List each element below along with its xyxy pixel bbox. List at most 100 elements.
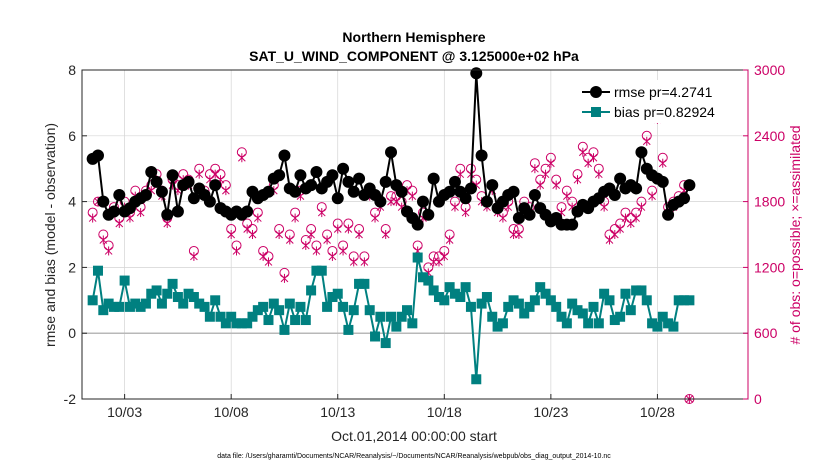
assimilated-obs-marker bbox=[578, 147, 587, 157]
bias-point bbox=[476, 298, 487, 309]
assimilated-obs-marker bbox=[136, 208, 145, 218]
assimilated-obs-marker bbox=[317, 208, 326, 218]
bias-point bbox=[508, 295, 519, 306]
assimilated-obs-marker bbox=[562, 191, 571, 201]
assimilated-obs-marker bbox=[291, 213, 299, 223]
bias-point bbox=[220, 318, 231, 329]
bias-point bbox=[535, 282, 546, 293]
bias-point bbox=[433, 292, 444, 303]
rmse-point bbox=[209, 179, 222, 192]
assimilated-obs-marker bbox=[328, 251, 337, 261]
rmse-point bbox=[289, 185, 302, 198]
bias-point bbox=[284, 298, 295, 309]
bias-point bbox=[140, 298, 151, 309]
bias-point bbox=[513, 298, 524, 309]
bias-point bbox=[204, 311, 215, 322]
rmse-point bbox=[187, 192, 200, 205]
bias-point bbox=[338, 301, 349, 312]
y-tick-label-left: 2 bbox=[68, 259, 76, 275]
bias-point bbox=[439, 295, 450, 306]
rmse-point bbox=[486, 179, 499, 192]
x-tick-label: 10/18 bbox=[427, 404, 462, 420]
bias-point bbox=[572, 305, 583, 316]
bias-point bbox=[236, 318, 247, 329]
bias-point bbox=[647, 318, 658, 329]
bias-point bbox=[604, 295, 615, 306]
bias-point bbox=[391, 321, 402, 332]
assimilated-obs-marker bbox=[658, 158, 667, 168]
x-tick-label: 10/03 bbox=[107, 404, 142, 420]
y-tick-label-right: 1800 bbox=[754, 194, 785, 210]
rmse-point bbox=[523, 208, 536, 221]
rmse-point bbox=[305, 179, 318, 192]
bias-point bbox=[210, 295, 221, 306]
bias-point bbox=[444, 282, 455, 293]
y-tick-label-right: 0 bbox=[754, 391, 762, 407]
bias-point bbox=[380, 338, 391, 349]
rmse-point bbox=[166, 169, 179, 182]
assimilated-obs-marker bbox=[301, 240, 310, 250]
rmse-point bbox=[630, 182, 643, 195]
data-file-footer: data file: /Users/gharamti/Documents/NCA… bbox=[217, 453, 611, 460]
assimilated-obs-marker bbox=[381, 230, 390, 239]
bias-point bbox=[87, 295, 98, 306]
bias-point bbox=[226, 311, 237, 322]
assimilated-obs-marker bbox=[451, 202, 459, 212]
assimilated-obs-marker bbox=[312, 246, 321, 256]
bias-point bbox=[551, 301, 562, 312]
chart-title: Northern Hemisphere bbox=[342, 29, 485, 45]
x-axis-label: Oct.01,2014 00:00:00 start bbox=[331, 428, 497, 444]
bias-point bbox=[556, 311, 567, 322]
bias-point bbox=[423, 275, 434, 286]
assimilated-obs-marker bbox=[104, 246, 113, 256]
assimilated-obs-marker bbox=[237, 153, 246, 163]
assimilated-obs-marker bbox=[360, 257, 369, 267]
bias-point bbox=[620, 288, 631, 299]
assimilated-obs-marker bbox=[349, 257, 358, 267]
y-tick-label-left: 4 bbox=[68, 194, 76, 210]
rmse-point bbox=[512, 212, 525, 225]
x-tick-label: 10/08 bbox=[214, 404, 249, 420]
bias-point bbox=[306, 285, 317, 296]
assimilated-obs-marker bbox=[195, 169, 204, 179]
bias-point bbox=[274, 305, 285, 316]
assimilated-obs-marker bbox=[264, 257, 273, 267]
bias-point bbox=[684, 295, 695, 306]
bias-point bbox=[247, 311, 258, 322]
rmse-point bbox=[459, 192, 472, 205]
bias-point bbox=[609, 315, 620, 326]
bias-point bbox=[103, 298, 114, 309]
bias-point bbox=[412, 252, 423, 263]
rmse-point bbox=[507, 185, 520, 198]
bias-point bbox=[583, 318, 594, 329]
bias-point bbox=[599, 288, 610, 299]
y-tick-label-left: 0 bbox=[68, 325, 76, 341]
bias-point bbox=[162, 288, 173, 299]
bias-point bbox=[529, 295, 540, 306]
bias-point bbox=[652, 321, 663, 332]
rmse-point bbox=[182, 175, 195, 188]
rmse-point bbox=[278, 149, 291, 162]
bias-point bbox=[663, 318, 674, 329]
y-tick-label-left: 8 bbox=[68, 62, 76, 78]
rmse-point bbox=[395, 185, 408, 198]
bias-point bbox=[258, 301, 269, 312]
bias-point bbox=[673, 295, 684, 306]
bias-point bbox=[636, 285, 647, 296]
bias-point bbox=[567, 298, 578, 309]
bias-point bbox=[279, 324, 290, 335]
bias-point bbox=[402, 305, 413, 316]
bias-point bbox=[625, 305, 636, 316]
assimilated-obs-marker bbox=[280, 273, 289, 283]
assimilated-obs-marker bbox=[115, 219, 124, 229]
rmse-point bbox=[416, 195, 429, 208]
x-tick-label: 10/28 bbox=[640, 404, 675, 420]
bias-point bbox=[108, 301, 119, 312]
rmse-point bbox=[422, 208, 435, 221]
axes-ticks: 10/03 10/08 10/13 10/18 10/23 10/28 -2 0 2 4 6 8 0 60… bbox=[64, 62, 786, 420]
rmse-point bbox=[614, 172, 627, 185]
bias-point bbox=[386, 311, 397, 322]
bias-point bbox=[167, 278, 178, 289]
rmse-point bbox=[342, 175, 355, 188]
bias-point bbox=[679, 295, 690, 306]
